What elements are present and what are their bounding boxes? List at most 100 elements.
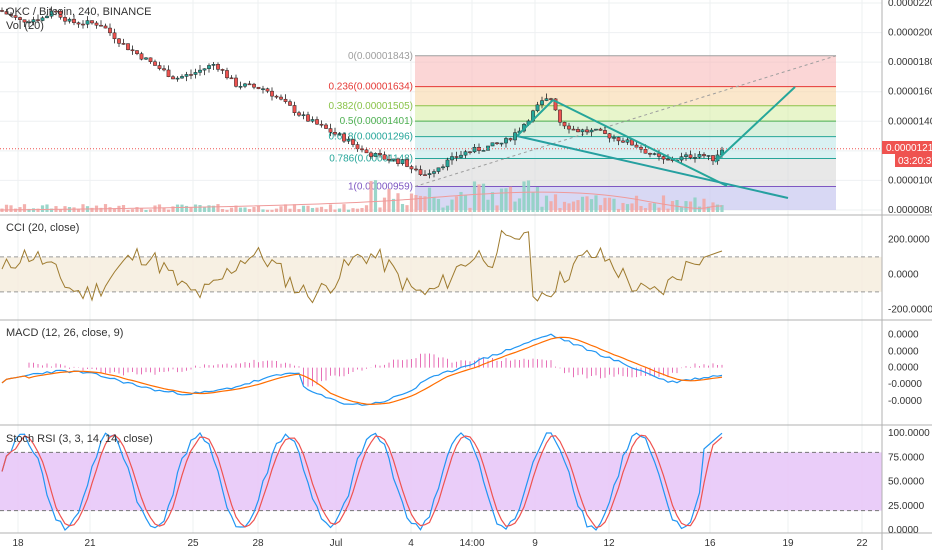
volume-bar [211, 205, 216, 212]
volume-bar [198, 205, 202, 212]
volume-bar [432, 196, 436, 212]
stoch-k-line [1, 431, 723, 531]
price-axis[interactable]: 0.00002200 0.00002000 0.00001800 0.00001600… [888, 0, 932, 216]
candle-body [360, 148, 364, 151]
candle-body [265, 88, 270, 92]
candle-body [112, 32, 117, 40]
candle-body [27, 21, 31, 24]
volume-bar [72, 207, 76, 212]
candle-body [121, 43, 126, 45]
stoch-band [0, 452, 882, 511]
candle-body [94, 22, 99, 26]
candle-body [31, 19, 36, 23]
volume-bar [499, 188, 504, 212]
volume-bar [706, 206, 711, 212]
candle-body [288, 101, 292, 106]
candle-body [135, 50, 139, 54]
volume-bar [265, 209, 270, 212]
time-axis[interactable]: 18 21 25 28 Jul 4 14:00 9 12 16 19 22 [12, 538, 868, 549]
volume-bars [0, 180, 724, 212]
volume-bar [621, 202, 625, 212]
macd-pane[interactable] [1, 333, 723, 406]
volume-bar [274, 208, 279, 212]
trend-drawings[interactable] [516, 86, 796, 199]
cci-pane[interactable] [0, 229, 882, 304]
candle-body [58, 11, 63, 18]
fib-zone [415, 86, 836, 106]
candle-body [652, 153, 657, 155]
candle-body [315, 119, 319, 125]
volume-bar [4, 204, 9, 212]
volume-bar [391, 198, 396, 212]
time-label: 28 [252, 538, 264, 549]
volume-bar [531, 192, 535, 212]
candle-body [468, 151, 472, 153]
candle-body [256, 86, 261, 90]
candle-body [549, 98, 553, 100]
volume-bar [535, 186, 540, 212]
volume-bar [454, 196, 459, 212]
volume-bar [414, 194, 418, 212]
volume-bar [220, 208, 225, 212]
candle-body [684, 154, 688, 157]
volume-bar [549, 201, 553, 212]
candle-body [108, 27, 112, 34]
cci-band [0, 256, 882, 292]
volume-bar [580, 196, 585, 212]
candle-body [612, 137, 616, 139]
candle-body [603, 130, 607, 134]
volume-bar [607, 197, 612, 212]
wedge-lower-line [516, 135, 789, 199]
candle-body [18, 17, 22, 20]
candle-body [162, 68, 166, 71]
macd-title: MACD (12, 26, close, 9) [6, 327, 123, 339]
candle-body [571, 128, 576, 131]
candle-body [639, 146, 643, 150]
fib-zone [415, 55, 836, 87]
candle-body [463, 151, 468, 156]
volume-bar [139, 208, 144, 212]
candle-body [576, 129, 580, 133]
volume-bar [450, 199, 454, 212]
candle-body [679, 156, 684, 161]
fib-level-label: 0(0.00001843) [348, 51, 413, 62]
candle-body [36, 19, 40, 21]
volume-bar [612, 198, 616, 212]
stoch-rsi-pane[interactable] [0, 431, 882, 531]
candle-body [274, 95, 279, 98]
volume-bar [238, 207, 243, 212]
candle-body [175, 77, 180, 80]
volume-bar [261, 209, 265, 212]
candle-body [180, 76, 184, 79]
volume-bar [256, 205, 261, 212]
candle-body [607, 133, 612, 139]
cci-tick-label: 200.0000 [888, 234, 930, 245]
candle-body [688, 154, 693, 159]
volume-bar [184, 205, 189, 212]
macd-tick-label: 0.0000 [888, 363, 919, 374]
fib-zone [415, 105, 836, 122]
volume-bar [702, 198, 706, 212]
volume-bar [193, 204, 198, 212]
candle-body [202, 68, 207, 71]
volume-bar [162, 207, 166, 212]
candle-body [144, 57, 148, 60]
volume-bar [202, 206, 207, 212]
stoch-tick-label: 0.0000 [888, 525, 919, 536]
volume-bar [445, 205, 450, 212]
volume-bar [360, 207, 364, 212]
candle-body [657, 153, 661, 157]
volume-bar [369, 181, 373, 212]
candle-body [319, 123, 324, 126]
candle-body [9, 13, 13, 16]
volume-bar [522, 181, 526, 212]
candle-body [207, 65, 211, 69]
fib-level-label: 0.786(0.00001148) [329, 154, 413, 165]
candle-body [49, 10, 54, 17]
volume-bar [553, 194, 558, 212]
candle-body [450, 156, 454, 161]
volume-bar [666, 208, 670, 212]
price-tick-label: 0.00001400 [888, 116, 932, 127]
volume-bar [315, 207, 319, 212]
